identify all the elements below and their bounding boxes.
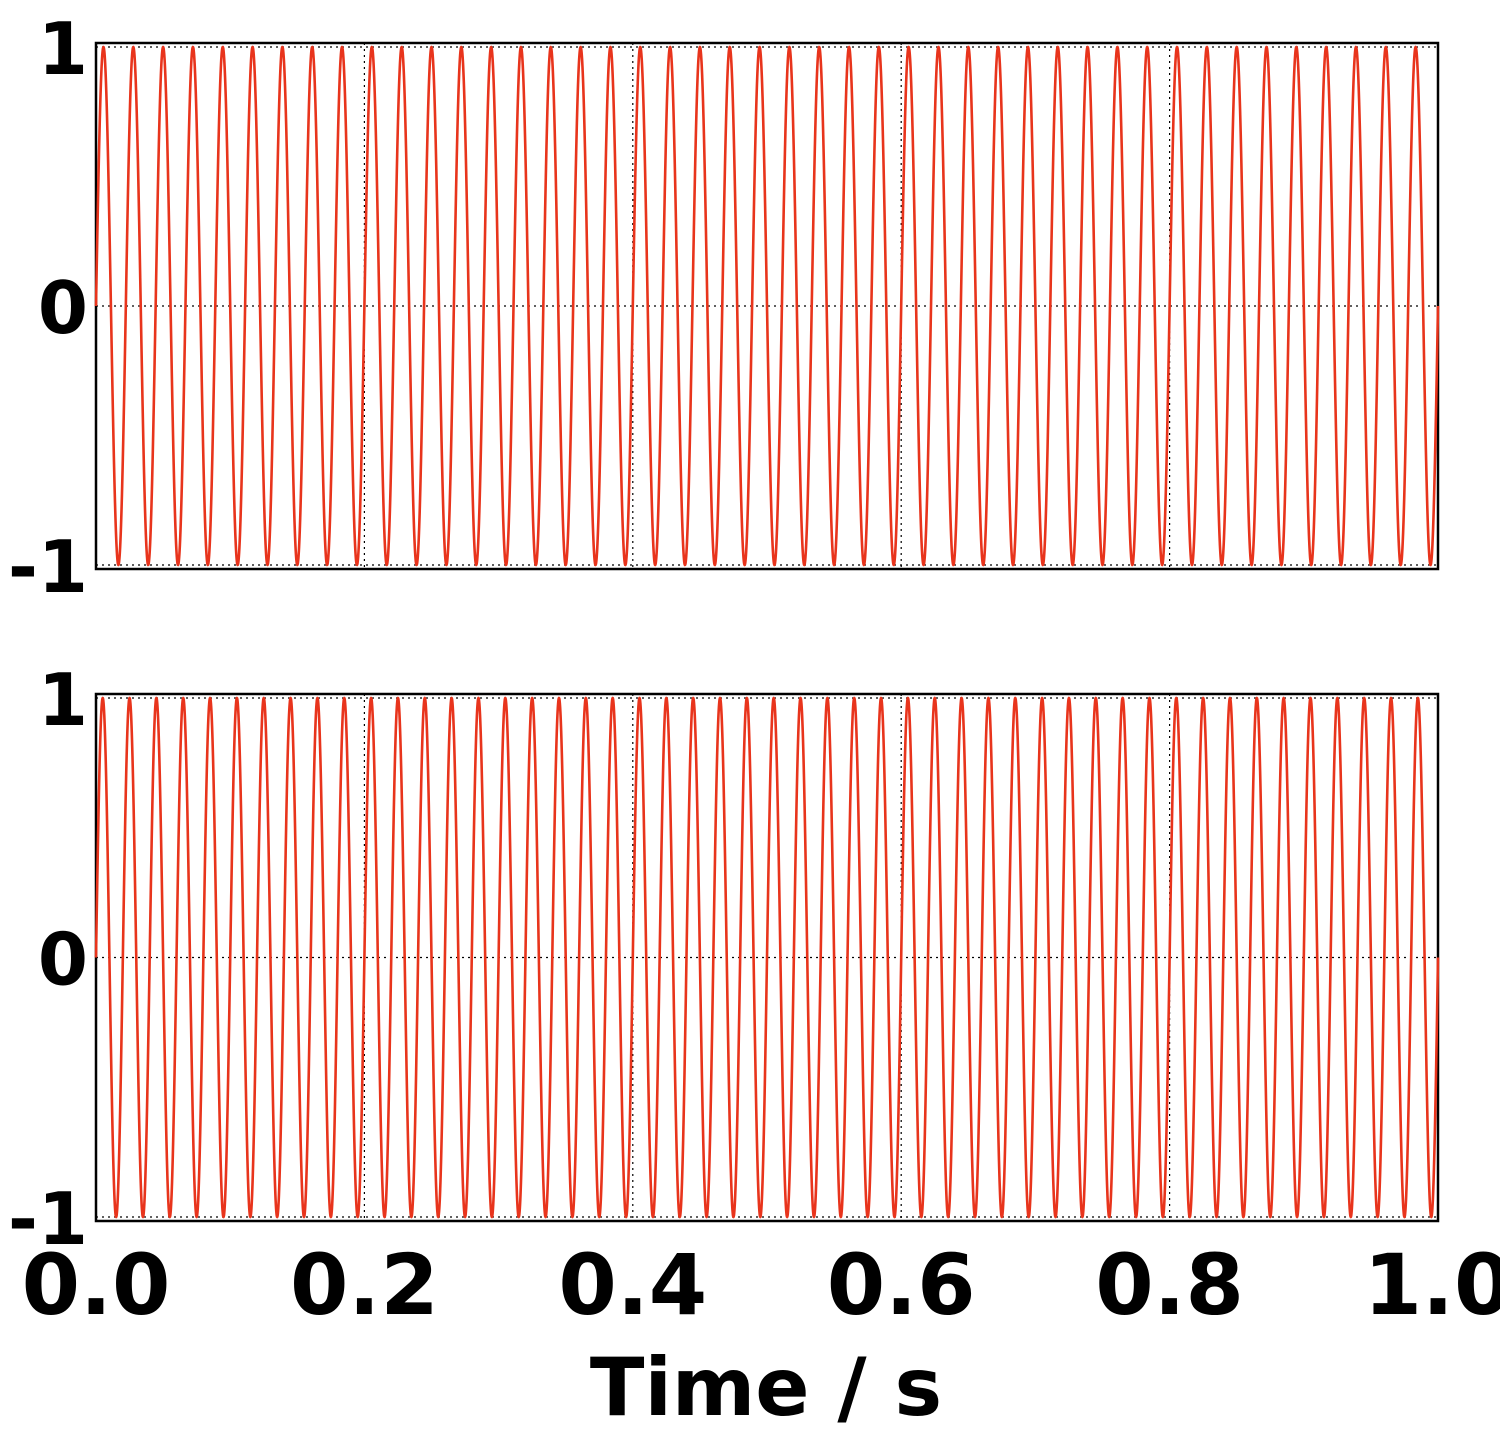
- x-tick-label: 0.0: [22, 1236, 171, 1334]
- signal-series-line: [94, 45, 1440, 567]
- y-tick-label: 0: [38, 918, 88, 1002]
- x-tick-label: 0.6: [827, 1236, 976, 1334]
- x-tick-label: 1.0: [1364, 1236, 1500, 1334]
- x-tick-label: 0.2: [290, 1236, 439, 1334]
- y-tick-label: -1: [8, 525, 88, 609]
- top-panel: -1 0 1: [8, 7, 1440, 609]
- y-tick-label: 1: [38, 658, 88, 742]
- bottom-panel: -1 0 1 0.0 0.2 0.4 0.6 0.8 1.0: [8, 658, 1500, 1334]
- y-tick-label: 1: [38, 7, 88, 91]
- signal-series-line: [94, 696, 1440, 1219]
- x-tick-label: 0.4: [558, 1236, 707, 1334]
- y-tick-label: 0: [38, 266, 88, 350]
- x-axis-label: Time / s: [590, 1341, 942, 1433]
- x-tick-label: 0.8: [1095, 1236, 1244, 1334]
- y-tick-label: -1: [8, 1177, 88, 1261]
